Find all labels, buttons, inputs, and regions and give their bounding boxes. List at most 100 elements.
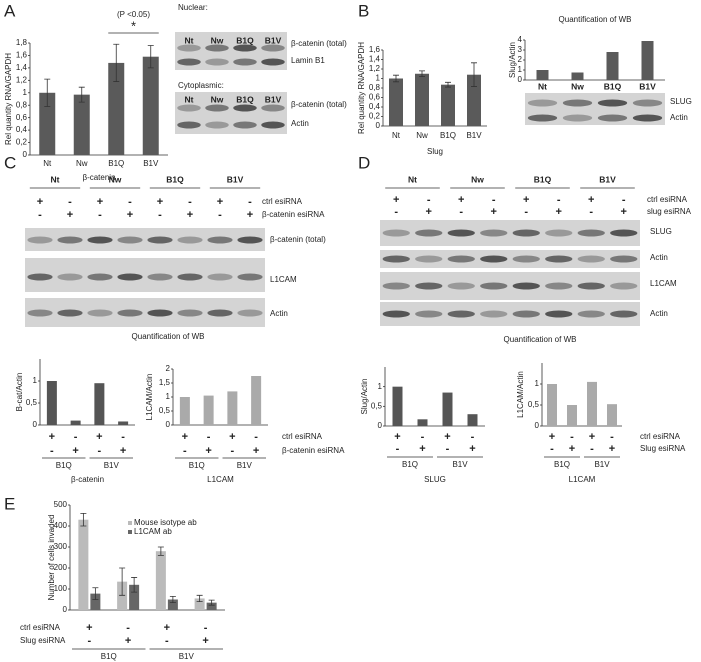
condition-sign: + (444, 431, 450, 443)
blot-row-label: L1CAM (270, 275, 297, 284)
blot-band (207, 236, 233, 244)
blot-band (610, 229, 638, 237)
bar (571, 72, 584, 80)
panel-letter: D (358, 153, 370, 172)
blot-band (237, 273, 263, 281)
condition-label: β-catenin esiRNA (262, 210, 325, 219)
condition-sign: - (121, 431, 125, 443)
blot (25, 228, 265, 251)
group-label: B1V (452, 460, 468, 469)
condition-sign: - (421, 431, 425, 443)
error-bar (78, 86, 85, 103)
condition-sign: - (50, 445, 54, 457)
condition-label: ctrl esiRNA (282, 432, 323, 441)
group-label: B1V (594, 460, 610, 469)
blot-band (415, 310, 443, 318)
x-tick-label: Nt (538, 81, 547, 91)
y-tick-label: 1,4 (16, 63, 28, 72)
blot-band (480, 310, 508, 318)
condition-sign: + (419, 443, 425, 455)
condition-sign: - (188, 196, 192, 208)
y-tick-label: 0 (166, 420, 171, 429)
error-bar (147, 45, 154, 69)
blot-band (632, 114, 663, 122)
y-tick-label: 1 (376, 74, 381, 83)
group-label: B1Q (189, 461, 205, 470)
chart-title: Quantification of WB (559, 15, 632, 24)
blot-band (233, 104, 257, 112)
blot-row-label: β-catenin (total) (291, 39, 347, 48)
blot-band (87, 236, 113, 244)
blot-band (87, 309, 113, 317)
legend-swatch (128, 530, 132, 534)
condition-sign: + (127, 209, 133, 221)
y-tick-label: 400 (54, 521, 68, 530)
condition-sign: - (394, 206, 398, 218)
error-bar (44, 78, 51, 107)
y-tick-label: 0,5 (371, 401, 383, 410)
blot-band (382, 255, 410, 263)
x-tick-label: B1Q (108, 159, 124, 168)
bar (467, 74, 481, 126)
y-axis-label: L1CAM/Actin (145, 374, 154, 421)
blot-band (512, 282, 540, 290)
condition-sign: - (68, 196, 72, 208)
x-tick-label: Nt (43, 159, 52, 168)
condition-sign: - (570, 431, 574, 443)
condition-sign: + (393, 194, 399, 206)
condition-sign: + (523, 194, 529, 206)
condition-sign: + (609, 443, 615, 455)
lane-label: B1V (265, 35, 282, 45)
x-tick-label: B1V (639, 81, 656, 91)
bar (78, 519, 89, 610)
condition-label: Slug esiRNA (20, 636, 66, 645)
lane-label: Nt (51, 174, 60, 184)
blot-band (261, 58, 285, 66)
panel-letter: B (358, 1, 369, 20)
y-tick-label: 1,6 (369, 45, 381, 54)
lane-label: B1V (265, 94, 282, 104)
blot-band (610, 310, 638, 318)
y-axis-label: Rel quantity RNA/GAPDH (4, 53, 13, 145)
y-tick-label: 0,6 (16, 113, 28, 122)
condition-sign: + (97, 196, 103, 208)
blot-band (177, 309, 203, 317)
bar (417, 419, 428, 426)
lane-label: Nw (471, 174, 484, 184)
blot-band (177, 121, 201, 129)
blot-band (117, 273, 143, 281)
y-axis-label: L1CAM/Actin (516, 371, 525, 418)
condition-sign: - (524, 206, 528, 218)
blot-band (545, 229, 573, 237)
legend-label: L1CAM ab (134, 527, 172, 536)
legend-label: Mouse isotype ab (134, 518, 197, 527)
y-tick-label: 0 (518, 75, 523, 84)
bar (206, 602, 217, 610)
condition-sign: - (88, 635, 92, 647)
group-label: B1V (237, 461, 253, 470)
y-tick-label: 1 (518, 65, 523, 74)
blot-band (27, 236, 53, 244)
x-axis-label: SLUG (424, 475, 446, 484)
blot-band (480, 282, 508, 290)
bar (108, 62, 125, 155)
error-bar (92, 587, 99, 600)
bar (607, 404, 617, 426)
blot-band (177, 44, 201, 52)
bar (167, 599, 178, 610)
condition-sign: - (231, 445, 235, 457)
blot-band (233, 58, 257, 66)
blot-row-label: Actin (650, 309, 668, 318)
y-axis-label: Rel quantity RNA/GAPDH (357, 42, 366, 134)
blot-band (480, 229, 508, 237)
blot-band (233, 121, 257, 129)
y-tick-label: 0,5 (159, 406, 171, 415)
bar (641, 41, 654, 80)
blot-band (177, 236, 203, 244)
y-tick-label: 1,2 (369, 64, 381, 73)
bar (442, 392, 453, 426)
y-tick-label: 2 (166, 364, 171, 373)
blot-band (205, 104, 229, 112)
group-label: B1Q (101, 652, 117, 661)
condition-sign: + (589, 431, 595, 443)
